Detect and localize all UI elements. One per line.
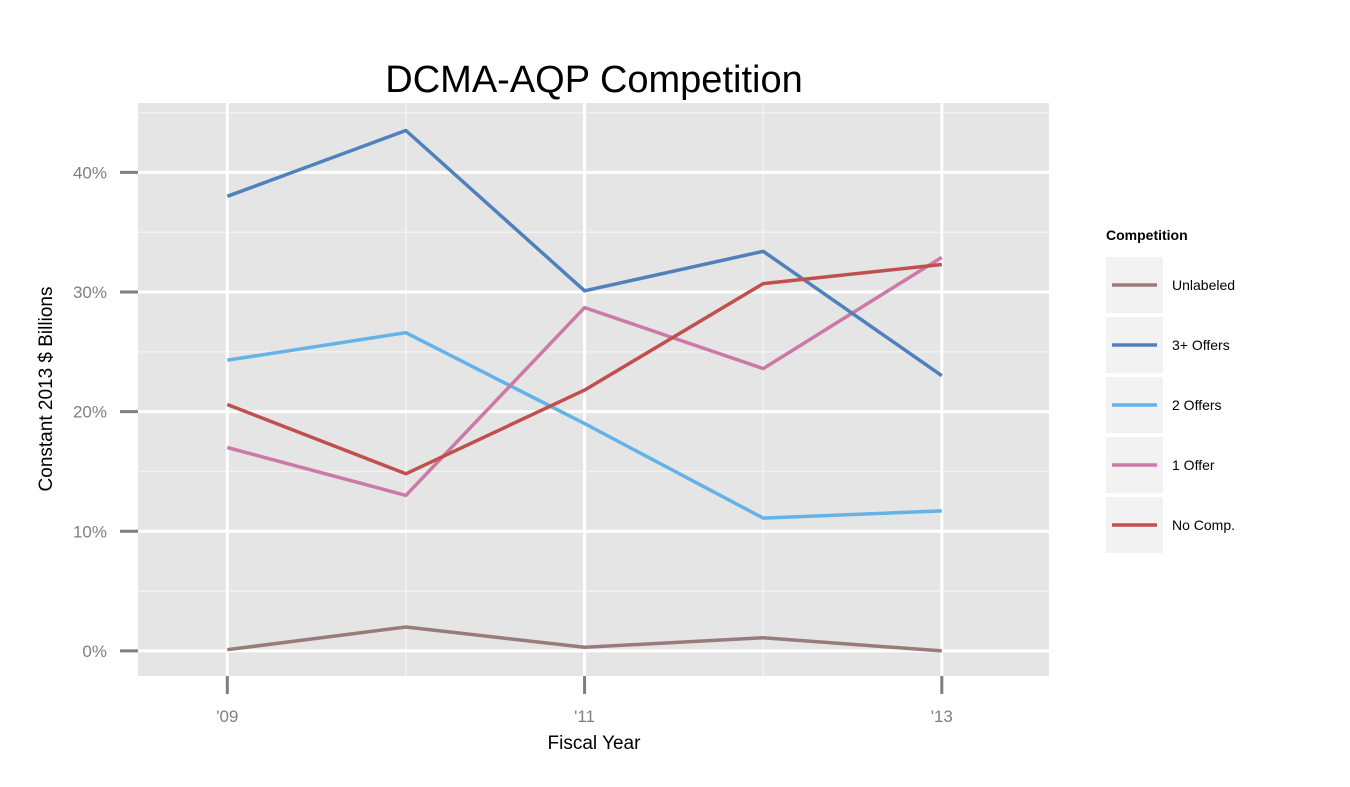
y-axis-title: Constant 2013 $ Billions (36, 287, 57, 492)
x-tick-label: '11 (574, 707, 595, 726)
y-tick-label: 40% (73, 163, 107, 182)
series-line-1-offer (226, 255, 943, 498)
legend-label: 3+ Offers (1172, 337, 1230, 353)
series-line-unlabeled (227, 625, 942, 653)
series-lines (226, 128, 943, 653)
chart-title: DCMA-AQP Competition (385, 59, 802, 101)
legend-title: Competition (1106, 227, 1188, 243)
x-axis: '09 '11 '13 (216, 676, 953, 726)
x-tick-label: '09 (216, 707, 238, 726)
series-line-no-comp (226, 262, 942, 476)
y-tick-label: 10% (73, 522, 107, 541)
legend-label: No Comp. (1172, 517, 1235, 533)
legend-label: 2 Offers (1172, 397, 1222, 413)
y-tick-label: 0% (82, 642, 107, 661)
y-tick-label: 20% (73, 403, 107, 422)
y-tick-label: 30% (73, 283, 107, 302)
legend: Competition Unlabeled 3+ Offers 2 Offers 1 … (1106, 227, 1235, 553)
series-line-3-offers (226, 128, 943, 378)
series-line-2-offers (227, 330, 942, 520)
x-axis-title: Fiscal Year (548, 733, 642, 754)
x-tick-label: '13 (931, 707, 953, 726)
y-axis: 0% 10% 20% 30% 40% (73, 163, 138, 661)
legend-label: 1 Offer (1172, 457, 1215, 473)
legend-label: Unlabeled (1172, 277, 1235, 293)
plot-panel (138, 103, 1049, 676)
